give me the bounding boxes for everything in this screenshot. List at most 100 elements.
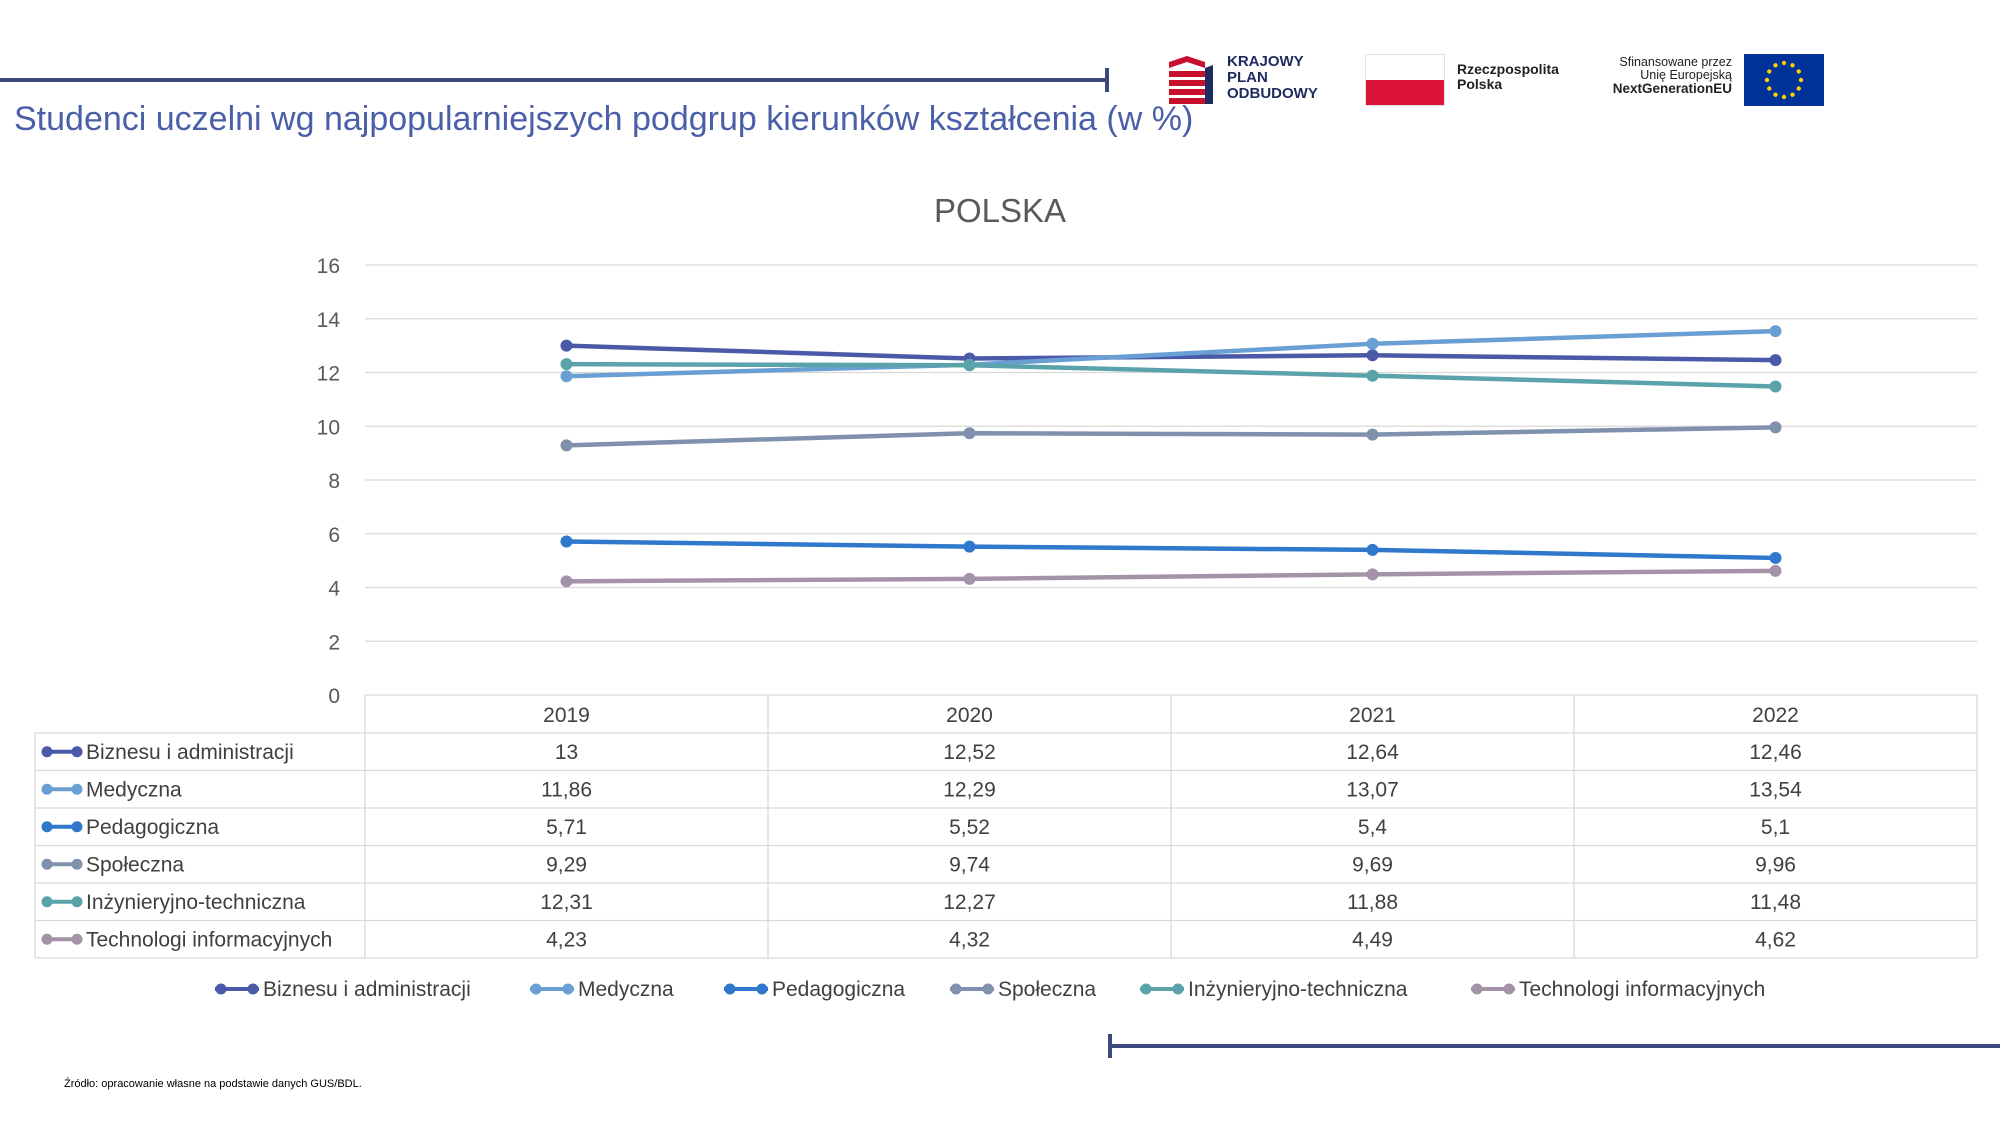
y-tick-label: 6 [328, 524, 340, 547]
data-point [560, 535, 573, 548]
table-cell-value: 13 [555, 741, 578, 764]
data-point [1366, 337, 1379, 350]
legend-item: Biznesu i administracji [215, 978, 471, 1001]
table-cell-value: 4,62 [1755, 928, 1796, 951]
rp-logo-line-2: Polska [1457, 75, 1503, 92]
table-row-label: Inżynieryjno-techniczna [86, 891, 306, 914]
table-cell-value: 4,32 [949, 928, 990, 951]
legend-item: Technologi informacyjnych [1471, 978, 1765, 1001]
chart-title: POLSKA [933, 192, 1067, 229]
data-point [963, 540, 976, 553]
data-point [1366, 568, 1379, 581]
legend-item: Inżynieryjno-techniczna [1140, 978, 1408, 1001]
table-cell-value: 12,64 [1346, 741, 1399, 764]
data-point [1366, 543, 1379, 556]
table-cell-value: 5,71 [546, 816, 587, 839]
source-note: Źródło: opracowanie własne na podstawie … [64, 1078, 362, 1090]
eu-star-icon [1773, 92, 1778, 97]
eu-star-icon [1773, 63, 1778, 68]
table-cell-value: 9,69 [1352, 853, 1393, 876]
table-cell-value: 12,31 [540, 891, 593, 914]
table-row-label: Technologi informacyjnych [86, 928, 332, 951]
rp-logo: Rzeczpospolita Polska [1365, 54, 1565, 106]
header-rule [0, 78, 1108, 82]
table-cell-value: 11,86 [541, 778, 592, 801]
kpo-logo-line-3: ODBUDOWY [1227, 84, 1318, 102]
eu-flag-icon [1744, 54, 1824, 106]
header-rule-cap [1105, 68, 1109, 92]
y-tick-label: 2 [328, 631, 340, 654]
data-point [963, 572, 976, 585]
table-row-legend-key [41, 783, 83, 795]
data-point [1769, 421, 1782, 434]
table-row-legend-key [41, 746, 83, 758]
data-point [1769, 354, 1782, 367]
eu-star-icon [1767, 86, 1772, 91]
legend-label: Pedagogiczna [772, 978, 905, 1001]
legend-label: Społeczna [998, 978, 1096, 1001]
eu-star-icon [1798, 77, 1804, 83]
series-line [564, 425, 1778, 448]
y-tick-label: 10 [317, 416, 340, 439]
eu-logo-line-3: NextGenerationEU [1612, 81, 1732, 97]
table-cell-value: 9,96 [1755, 853, 1796, 876]
data-point [560, 575, 573, 588]
table-cell-value: 12,46 [1749, 741, 1802, 764]
table-cell-value: 11,88 [1347, 891, 1398, 914]
x-tick-label: 2019 [543, 704, 590, 727]
eu-logo: Sfinansowane przez Unię Europejską NextG… [1590, 54, 1830, 106]
series-line [564, 343, 1778, 363]
data-point [560, 339, 573, 352]
legend-item: Pedagogiczna [724, 978, 905, 1001]
data-point [1366, 349, 1379, 362]
table-cell-value: 5,4 [1358, 816, 1388, 839]
table-row-label: Biznesu i administracji [86, 741, 294, 764]
data-point [963, 359, 976, 372]
kpo-logo-line-2: PLAN [1227, 68, 1268, 86]
data-point [560, 370, 573, 383]
eu-star-icon [1790, 63, 1795, 68]
legend-label: Technologi informacyjnych [1519, 978, 1765, 1001]
series-line [564, 539, 1778, 561]
table-row-legend-key [41, 858, 83, 870]
table-cell-value: 13,07 [1346, 778, 1399, 801]
data-point [1769, 551, 1782, 564]
y-tick-label: 16 [317, 255, 340, 278]
data-point [1769, 380, 1782, 393]
y-tick-label: 8 [328, 470, 340, 493]
table-cell-value: 11,48 [1750, 891, 1801, 914]
rp-logo-line-1: Rzeczpospolita [1457, 61, 1559, 77]
eu-logo-line-1: Sfinansowane przez [1619, 55, 1732, 69]
y-tick-label: 12 [317, 363, 340, 386]
series-line [564, 328, 1778, 379]
eu-star-icon [1796, 69, 1801, 74]
data-point [560, 439, 573, 452]
page-title: Studenci uczelni wg najpopularniejszych … [14, 100, 1194, 138]
data-point [1366, 369, 1379, 382]
poland-flag-icon [1365, 54, 1445, 106]
x-tick-label: 2020 [946, 704, 993, 727]
eu-star-icon [1790, 92, 1795, 97]
x-tick-label: 2021 [1349, 704, 1396, 727]
table-row-label: Pedagogiczna [86, 816, 219, 839]
table-row-legend-key [41, 933, 83, 945]
eu-star-icon [1781, 60, 1787, 66]
data-point [560, 358, 573, 371]
kpo-logo-mark [1169, 56, 1213, 104]
footer-rule-cap [1108, 1034, 1112, 1058]
eu-logo-line-2: Unię Europejską [1640, 68, 1732, 83]
footer-rule [1108, 1044, 2000, 1048]
eu-star-icon [1796, 86, 1801, 91]
data-point [1769, 564, 1782, 577]
table-row-legend-key [41, 821, 83, 833]
data-point [1366, 428, 1379, 441]
table-cell-value: 5,1 [1761, 816, 1790, 839]
table-cell-value: 12,52 [943, 741, 996, 764]
table-cell-value: 4,49 [1352, 928, 1393, 951]
eu-star-icon [1764, 77, 1770, 83]
table-row-label: Medyczna [86, 778, 182, 801]
data-point [1769, 325, 1782, 338]
table-cell-value: 13,54 [1749, 778, 1802, 801]
legend-label: Medyczna [578, 978, 674, 1001]
